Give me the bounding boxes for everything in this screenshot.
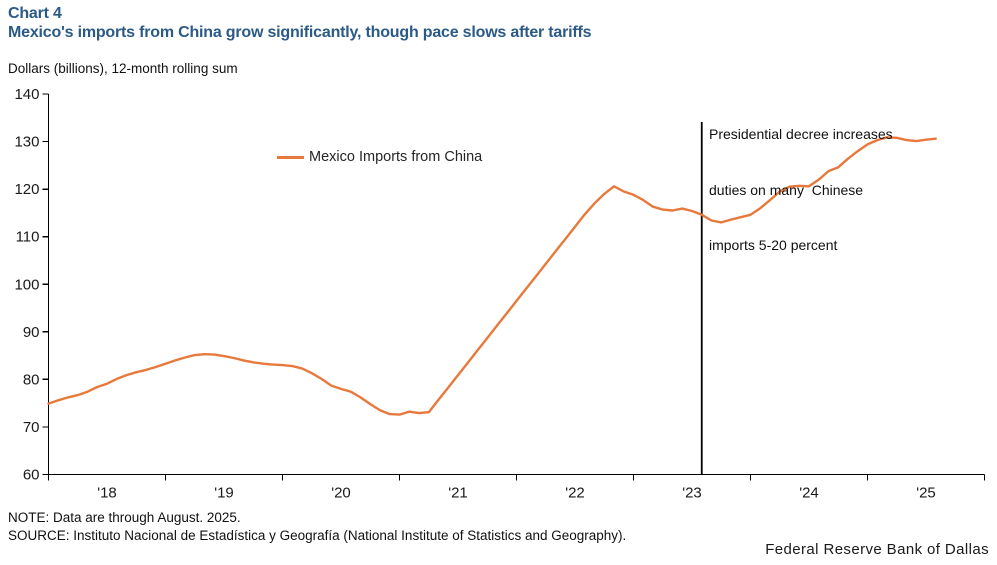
- x-tick-label: '18: [97, 485, 117, 502]
- y-tick-label: 130: [14, 134, 39, 151]
- legend-line-swatch: [277, 155, 304, 159]
- series-line-mexico-imports: [47, 136, 937, 416]
- y-tick-label: 110: [16, 229, 40, 246]
- y-tick-label: 70: [23, 419, 40, 436]
- x-tick-label: '20: [331, 485, 351, 502]
- x-tick-label: '19: [214, 485, 234, 502]
- y-tick-label: 80: [23, 371, 40, 388]
- y-tick-label: 90: [23, 324, 40, 341]
- y-tick-label: 120: [14, 181, 39, 198]
- x-tick-label: '22: [565, 485, 585, 502]
- event-annotation: Presidential decree increases duties on …: [709, 88, 893, 292]
- y-axis-units-label: Dollars (billions), 12-month rolling sum: [8, 61, 238, 76]
- chart-number-label: Chart 4: [8, 5, 62, 22]
- legend-label: Mexico Imports from China: [309, 149, 483, 165]
- x-tick-label: '25: [916, 485, 936, 502]
- event-annotation-line-1: Presidential decree increases: [709, 126, 893, 142]
- y-tick-label: 140: [14, 86, 39, 103]
- source-text: SOURCE: Instituto Nacional de Estadístic…: [8, 528, 627, 543]
- org-footer: Federal Reserve Bank of Dallas: [765, 541, 989, 558]
- event-annotation-line-3: imports 5-20 percent: [709, 237, 838, 253]
- x-tick-label: '24: [799, 485, 819, 502]
- y-tick-label: 100: [14, 276, 39, 293]
- chart-title: Mexico's imports from China grow signifi…: [8, 24, 592, 41]
- event-annotation-line-2: duties on many Chinese: [709, 181, 864, 198]
- y-tick-label: 60: [23, 467, 40, 484]
- note-text: NOTE: Data are through August. 2025.: [8, 510, 241, 525]
- x-tick-label: '21: [448, 485, 468, 502]
- legend: Mexico Imports from China: [277, 149, 482, 165]
- x-tick-label: '23: [682, 485, 702, 502]
